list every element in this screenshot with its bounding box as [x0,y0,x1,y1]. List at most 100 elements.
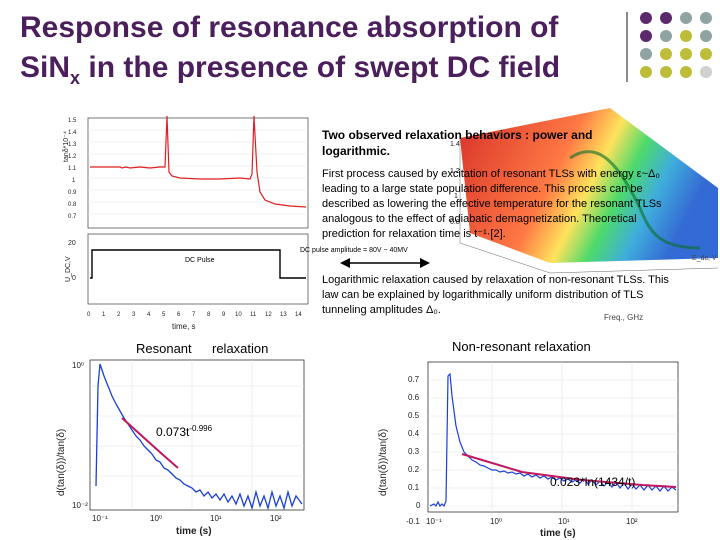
title-line-2: SiNx in the presence of swept DC field [20,48,610,98]
arrow-right-head [420,258,430,268]
left-y-top: 10⁰ [72,361,84,370]
title-divider [626,12,628,82]
paragraph-nonresonant: Logarithmic relaxation caused by relaxat… [322,274,669,316]
svg-text:1.4: 1.4 [450,141,460,148]
upper-frame [87,117,309,229]
svg-text:0.7: 0.7 [408,375,420,384]
resonant-relaxation-plot: 10⁰ 10⁻² d(tan(δ))/tan(δ) 10⁻¹ 10⁰ 10¹ 1… [52,356,310,538]
right-y-label: d(tan(δ))/tan(δ) [378,429,389,496]
svg-text:12: 12 [265,312,272,318]
svg-text:10⁻¹: 10⁻¹ [92,514,108,523]
resonant-fit-label: 0.073t-0.996 [156,424,213,439]
title-n: N [48,51,71,84]
nonresonant-svg: 0.7 0.6 0.5 0.4 0.3 0.2 0.1 0 -0.1 d(tan… [378,361,679,538]
left-x-label: time (s) [176,526,212,537]
svg-text:10: 10 [235,312,242,318]
x-axis-label: time, s [172,322,196,331]
pulse-label: DC Pulse [185,257,215,264]
right-x-ticks: 10⁻¹ 10⁰ 10¹ 10² [426,517,638,526]
svg-text:0: 0 [87,312,91,318]
pulse-y-label: U_DC,V [65,256,72,282]
svg-text:10¹: 10¹ [558,517,570,526]
svg-text:10¹: 10¹ [210,514,222,523]
tan-delta-pulse-plot: 1.5 1.4 1.3 1.2 1.1 1 0.9 0.8 0.7 tanδ*1… [60,112,310,337]
svg-text:8: 8 [207,312,211,318]
svg-text:0.2: 0.2 [408,465,420,474]
nonresonant-label: Non-resonant relaxation [452,339,591,354]
heading-text: Two observed relaxation behaviors : powe… [322,128,593,158]
svg-text:10⁰: 10⁰ [490,517,502,526]
title-suffix: in the presence of swept DC field [80,51,561,84]
nonresonant-fit-line [461,453,677,488]
svg-text:0.9: 0.9 [68,190,77,196]
svg-text:2: 2 [117,312,121,318]
svg-text:1.2: 1.2 [68,154,77,160]
svg-text:5: 5 [162,312,166,318]
svg-text:11: 11 [250,312,257,318]
svg-text:0.3: 0.3 [408,447,420,456]
surface-plot: 1.4 1.2 1 0.8 DC pulse amplitude = 80V ~… [300,98,718,323]
svg-text:0.8: 0.8 [450,219,460,226]
resonant-svg: 10⁰ 10⁻² d(tan(δ))/tan(δ) 10⁻¹ 10⁰ 10¹ 1… [56,359,305,537]
svg-text:10⁰: 10⁰ [150,514,162,523]
svg-text:0.5: 0.5 [408,411,420,420]
svg-text:0.6: 0.6 [408,393,420,402]
svg-text:10²: 10² [626,517,638,526]
right-plot-frame [427,361,679,513]
svg-text:7: 7 [192,312,196,318]
title-x: x [70,68,81,88]
pulse-y-ticks: 20 0 [68,240,76,282]
svg-text:10⁻¹: 10⁻¹ [426,517,442,526]
left-y-label: d(tan(δ))/tan(δ) [56,429,67,496]
svg-text:0.1: 0.1 [408,483,420,492]
upper-y-label: tanδ*10⁻⁴ [63,131,70,162]
svg-text:10²: 10² [270,514,282,523]
svg-text:1.5: 1.5 [68,118,77,124]
x-ticks: 0 1 2 3 4 5 6 7 8 9 10 11 12 13 14 [87,312,302,318]
svg-text:1.1: 1.1 [68,166,77,172]
arrow-left-head [340,258,350,268]
upper-y-ticks: 1.5 1.4 1.3 1.2 1.1 1 0.9 0.8 0.7 [68,118,77,220]
svg-text:20: 20 [68,240,76,247]
title-line-1: Response of resonance absorption of [20,11,559,44]
paragraph-resonant: First process caused by excitation of re… [322,168,662,240]
svg-text:0: 0 [72,275,76,282]
edc-axis-label: E_dc, V [692,255,717,262]
left-plot-frame [89,359,305,511]
surface-svg: 1.4 1.2 1 0.8 DC pulse amplitude = 80V ~… [300,108,718,322]
resonant-label: Resonant [136,341,192,356]
svg-text:6: 6 [177,312,181,318]
slide-title: Response of resonance absorption of SiNx… [20,8,610,98]
svg-text:1: 1 [102,312,106,318]
left-x-ticks: 10⁻¹ 10⁰ 10¹ 10² [92,514,282,523]
tan-delta-pulse-svg: 1.5 1.4 1.3 1.2 1.1 1 0.9 0.8 0.7 tanδ*1… [63,115,309,331]
left-y-bottom: 10⁻² [72,501,88,510]
svg-text:0.7: 0.7 [68,214,77,220]
nonresonant-relaxation-plot: 0.7 0.6 0.5 0.4 0.3 0.2 0.1 0 -0.1 d(tan… [372,356,684,538]
surface-caption: DC pulse amplitude = 80V ~ 40MV [300,247,408,254]
resonant-fit-line [121,417,179,469]
surface-mesh [460,108,718,263]
svg-text:9: 9 [222,312,226,318]
relaxation-label: relaxation [212,341,269,356]
right-x-label: time (s) [540,528,576,538]
svg-text:4: 4 [147,312,151,318]
surface-axis-ticks: 1.4 1.2 1 0.8 [450,141,460,226]
title-si: Si [20,51,49,84]
svg-text:3: 3 [132,312,136,318]
svg-text:1.3: 1.3 [68,142,77,148]
svg-text:1: 1 [72,178,76,184]
tan-delta-trace [90,115,307,208]
nonresonant-fit-label: 0.023*ln(1434/t) [550,475,635,489]
surface-ridge [569,150,701,250]
dc-pulse-trace [90,249,306,279]
right-y-ticks: 0.7 0.6 0.5 0.4 0.3 0.2 0.1 0 [408,375,421,510]
svg-text:1: 1 [454,193,458,200]
svg-text:0.4: 0.4 [408,429,420,438]
svg-text:0: 0 [416,501,421,510]
svg-text:0.8: 0.8 [68,202,77,208]
right-y-tick-neg: -0.1 [406,517,420,526]
svg-text:1.4: 1.4 [68,130,77,136]
svg-text:14: 14 [295,312,302,318]
freq-axis-label: Freq., GHz [604,313,643,322]
